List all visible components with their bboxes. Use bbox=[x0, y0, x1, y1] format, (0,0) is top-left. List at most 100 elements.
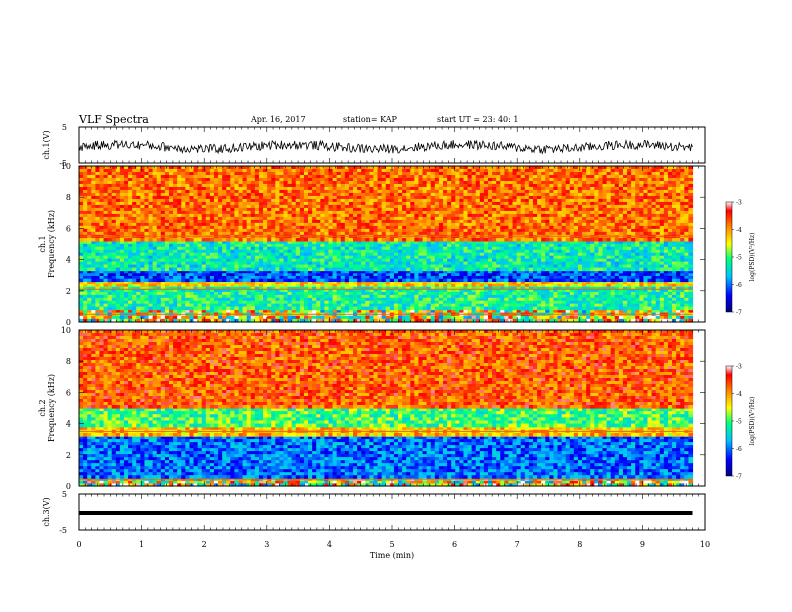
spectrogram-cell bbox=[487, 297, 493, 302]
spectrogram-cell bbox=[91, 278, 96, 283]
spectrogram-cell bbox=[385, 174, 391, 179]
spectrogram-cell bbox=[99, 315, 105, 320]
spectrogram-cell bbox=[532, 281, 538, 285]
spectrogram-cell bbox=[234, 249, 240, 254]
spectrogram-cell bbox=[308, 258, 313, 263]
spectrogram-cell bbox=[263, 300, 268, 305]
spectrogram-cell bbox=[402, 309, 407, 314]
spectrogram-cell bbox=[492, 261, 497, 266]
spectrogram-cell bbox=[164, 249, 170, 254]
spectrogram-cell bbox=[459, 273, 465, 277]
spectrogram-cell bbox=[422, 169, 428, 173]
spectrogram-cell bbox=[381, 297, 387, 302]
spectrogram-cell bbox=[524, 283, 530, 287]
spectrogram-cell bbox=[324, 243, 330, 248]
spectrogram-cell bbox=[398, 261, 403, 266]
spectrogram-cell bbox=[160, 270, 166, 274]
spectrogram-cell bbox=[168, 240, 174, 245]
spectrogram-cell bbox=[643, 289, 649, 293]
spectrogram-cell bbox=[369, 294, 375, 299]
spectrogram-cell bbox=[406, 281, 411, 285]
spectrogram-cell bbox=[537, 315, 542, 320]
spectrogram-cell bbox=[627, 300, 632, 305]
spectrogram-cell bbox=[258, 278, 264, 283]
spectrogram-cell bbox=[303, 289, 309, 293]
spectrogram-cell bbox=[414, 270, 420, 274]
spectrogram-cell bbox=[79, 283, 84, 287]
spectrogram-cell bbox=[177, 289, 182, 293]
spectrogram-cell bbox=[291, 318, 297, 323]
spectrogram-cell bbox=[483, 275, 489, 280]
spectrogram-cell bbox=[504, 281, 510, 285]
spectrogram-cell bbox=[569, 278, 575, 283]
spectrogram-cell bbox=[688, 273, 694, 277]
spectrogram-cell bbox=[115, 281, 121, 285]
spectrogram-cell bbox=[577, 240, 583, 245]
spectrogram-cell bbox=[279, 318, 285, 323]
spectrogram-cell bbox=[344, 255, 350, 260]
spectrogram-cell bbox=[87, 261, 92, 266]
spectrogram-cell bbox=[177, 243, 182, 248]
spectrogram-cell bbox=[451, 281, 456, 285]
spectrogram-cell bbox=[684, 171, 689, 176]
spectrogram-cell bbox=[369, 318, 375, 323]
spectrogram-cell bbox=[684, 275, 689, 280]
spectrogram-cell bbox=[475, 270, 481, 274]
spectrogram-cell bbox=[663, 252, 669, 257]
spectrogram-cell bbox=[312, 169, 317, 173]
spectrogram-cell bbox=[303, 174, 309, 179]
spectrogram-cell bbox=[365, 171, 370, 176]
spectrogram-cell bbox=[500, 283, 505, 287]
spectrogram-cell bbox=[111, 278, 117, 283]
spectrogram-cell bbox=[340, 291, 346, 296]
spectrogram-cell bbox=[532, 297, 538, 302]
spectrogram-cell bbox=[631, 240, 636, 245]
spectrogram-cell bbox=[557, 270, 563, 274]
spectrogram-cell bbox=[107, 180, 113, 185]
spectrogram-cell bbox=[602, 264, 608, 269]
spectrogram-cell bbox=[234, 273, 240, 277]
spectrogram-cell bbox=[316, 258, 321, 263]
spectrogram-cell bbox=[123, 246, 129, 251]
spectrogram-cell bbox=[83, 306, 88, 311]
spectrogram-cell bbox=[209, 306, 215, 311]
spectrogram-cell bbox=[618, 278, 624, 283]
spectrogram-cell bbox=[557, 255, 563, 260]
spectrogram-cell bbox=[389, 174, 395, 179]
spectrogram-cell bbox=[291, 275, 297, 280]
spectrogram-cell bbox=[148, 306, 154, 311]
spectrogram-cell bbox=[111, 267, 117, 272]
spectrogram-cell bbox=[443, 306, 448, 311]
spectrogram-cell bbox=[205, 283, 211, 287]
spectrogram-cell bbox=[136, 180, 141, 185]
spectrogram-cell bbox=[434, 315, 440, 320]
spectrogram-cell bbox=[455, 318, 460, 323]
spectrogram-cell bbox=[119, 261, 125, 266]
spectrogram-cell bbox=[475, 300, 481, 305]
spectrogram-cell bbox=[524, 171, 530, 176]
spectrogram-cell bbox=[83, 169, 88, 173]
spectrogram-cell bbox=[303, 240, 309, 245]
spectrogram-cell bbox=[496, 267, 501, 272]
spectrogram-cell bbox=[647, 171, 653, 176]
spectrogram-cell bbox=[545, 297, 550, 302]
spectrogram-cell bbox=[655, 171, 661, 176]
spectrogram-cell bbox=[197, 318, 203, 323]
spectrogram-cell bbox=[132, 240, 137, 245]
spectrogram-cell bbox=[103, 171, 109, 176]
spectrogram-cell bbox=[594, 289, 600, 293]
spectrogram-cell bbox=[144, 258, 150, 263]
spectrogram-cell bbox=[148, 289, 154, 293]
spectrogram-cell bbox=[610, 291, 616, 296]
spectrogram-cell bbox=[254, 240, 260, 245]
spectrogram-cell bbox=[639, 261, 644, 266]
spectrogram-cell bbox=[136, 297, 141, 302]
spectrogram-cell bbox=[438, 281, 444, 285]
spectrogram-cell bbox=[271, 177, 276, 182]
spectrogram-cell bbox=[250, 294, 256, 299]
spectrogram-cell bbox=[263, 294, 268, 299]
spectrogram-cell bbox=[598, 275, 604, 280]
spectrogram-cell bbox=[377, 169, 383, 173]
spectrogram-cell bbox=[152, 294, 158, 299]
spectrogram-cell bbox=[357, 275, 362, 280]
